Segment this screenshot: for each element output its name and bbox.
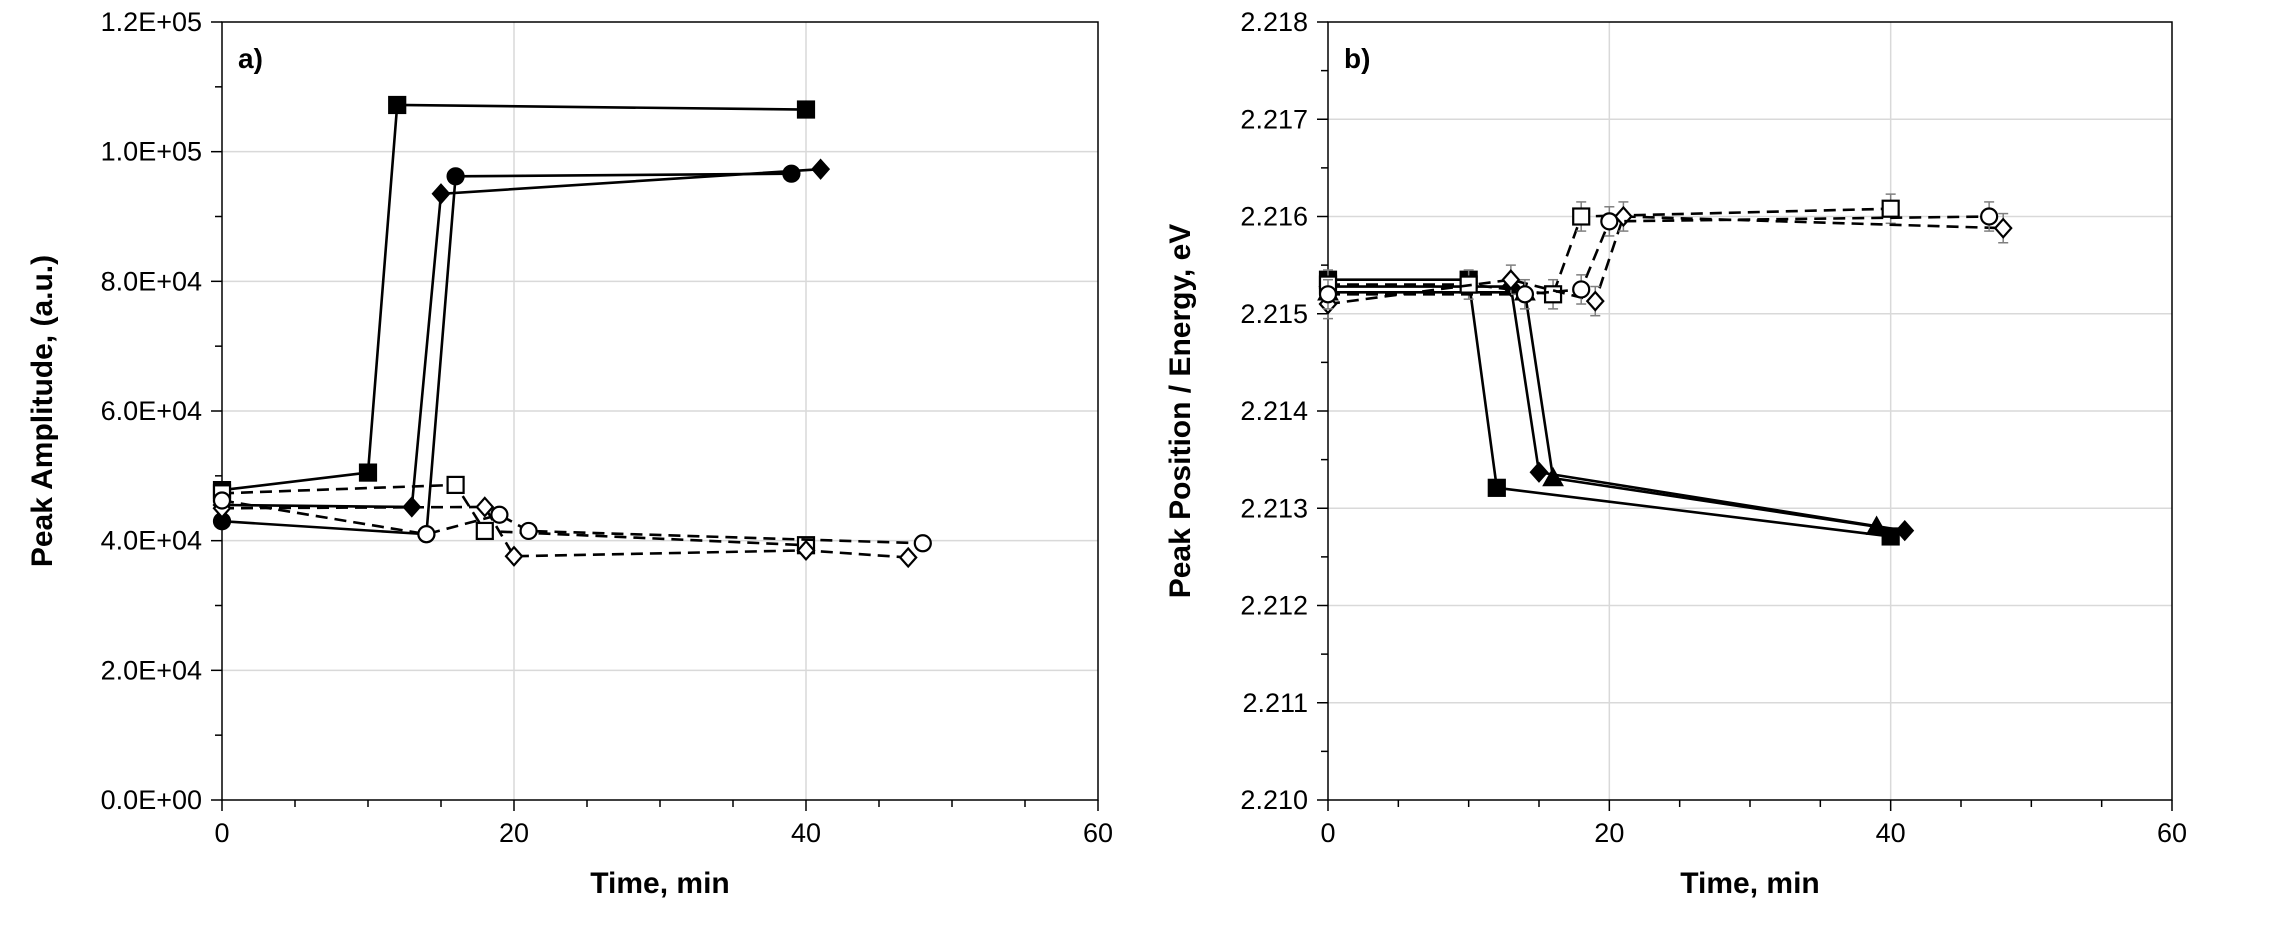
data-point-diamond bbox=[796, 539, 816, 562]
x-tick-label: 60 bbox=[2157, 818, 2187, 848]
data-point-circle bbox=[1572, 280, 1591, 299]
x-axis-title: Time, min bbox=[590, 867, 729, 900]
data-point-circle bbox=[1318, 285, 1338, 304]
data-point-diamond bbox=[402, 496, 422, 518]
x-tick-label: 0 bbox=[214, 818, 229, 848]
x-tick-label: 40 bbox=[791, 818, 821, 848]
y-tick-label: 8.0E+04 bbox=[101, 266, 202, 296]
y-axis-title: Peak Position / Energy, eV bbox=[1164, 224, 1197, 599]
y-tick-label: 2.217 bbox=[1240, 104, 1308, 134]
data-point-circle bbox=[1600, 212, 1619, 231]
series-line bbox=[1328, 285, 1905, 532]
series-line bbox=[1328, 278, 1891, 538]
data-point-square bbox=[1572, 207, 1591, 226]
y-tick-label: 2.210 bbox=[1240, 785, 1308, 815]
data-point-circle bbox=[490, 505, 509, 524]
y-tick-label: 2.211 bbox=[1242, 688, 1308, 718]
panel-b: 0 20 40 60 2.210 2.211 2.212 2.213 2.214 2.215 2.2… bbox=[1164, 7, 2187, 900]
data-point-circle bbox=[782, 164, 801, 183]
x-tick-label: 20 bbox=[1594, 818, 1624, 848]
y-tick-label: 6.0E+04 bbox=[101, 396, 202, 426]
series-line bbox=[221, 499, 923, 545]
data-point-circle bbox=[212, 491, 232, 510]
data-point-square bbox=[1881, 199, 1900, 218]
y-tick-label: 2.218 bbox=[1240, 7, 1308, 37]
data-point-square bbox=[475, 521, 494, 541]
y-axis-title: Peak Amplitude, (a.u.) bbox=[26, 255, 59, 567]
data-point-square bbox=[358, 463, 378, 482]
data-point-diamond bbox=[1529, 461, 1549, 483]
y-tick-label: 1.0E+05 bbox=[101, 137, 202, 167]
data-point-square bbox=[388, 95, 407, 115]
data-point-triangle bbox=[1865, 515, 1888, 535]
series-open-circle bbox=[212, 491, 932, 553]
data-point-circle bbox=[913, 534, 932, 553]
data-point-diamond bbox=[811, 158, 831, 180]
x-tick-label: 40 bbox=[1876, 818, 1906, 848]
series-line bbox=[221, 167, 821, 509]
x-tick-label: 60 bbox=[1083, 818, 1113, 848]
data-point-circle bbox=[417, 525, 436, 544]
data-point-diamond bbox=[504, 545, 524, 567]
panel-label: b) bbox=[1344, 43, 1370, 74]
data-point-circle bbox=[1515, 285, 1535, 304]
series-line bbox=[221, 483, 807, 547]
data-point-diamond bbox=[1501, 269, 1521, 291]
data-point-diamond bbox=[1993, 217, 2013, 239]
data-point-circle bbox=[1980, 207, 1999, 226]
data-point-diamond bbox=[431, 183, 451, 205]
data-point-diamond bbox=[1895, 519, 1915, 542]
series-line bbox=[221, 505, 909, 559]
y-tick-label: 2.213 bbox=[1240, 493, 1308, 523]
panel-label: a) bbox=[238, 43, 263, 74]
data-point-square bbox=[446, 475, 465, 495]
data-point-circle bbox=[446, 167, 465, 186]
x-axis-title: Time, min bbox=[1680, 867, 1819, 900]
data-point-circle bbox=[519, 521, 538, 541]
data-point-diamond bbox=[475, 496, 495, 518]
data-point-square bbox=[796, 100, 816, 119]
y-tick-label: 2.214 bbox=[1240, 396, 1308, 426]
panel-a: 0 20 40 60 0.0E+00 2.0E+04 4.0E+04 6.0E+04 8.0E+… bbox=[26, 7, 1113, 900]
y-tick-label: 2.216 bbox=[1240, 202, 1308, 232]
series-line bbox=[221, 172, 792, 536]
x-tick-label: 0 bbox=[1320, 818, 1335, 848]
series-line bbox=[221, 103, 807, 492]
data-point-diamond bbox=[1585, 290, 1605, 312]
data-point-square bbox=[1487, 478, 1506, 497]
y-tick-label: 4.0E+04 bbox=[101, 526, 202, 556]
data-point-diamond bbox=[898, 546, 918, 569]
series-open-circle bbox=[1318, 201, 1999, 310]
series-line bbox=[1328, 291, 1877, 529]
data-point-triangle bbox=[1542, 466, 1564, 487]
y-tick-label: 2.0E+04 bbox=[101, 655, 202, 685]
y-tick-label: 2.212 bbox=[1240, 591, 1308, 621]
x-tick-label: 20 bbox=[499, 818, 529, 848]
y-tick-label: 2.215 bbox=[1240, 299, 1308, 329]
y-tick-label: 0.0E+00 bbox=[101, 785, 202, 815]
data-point-square bbox=[1543, 285, 1563, 304]
y-tick-label: 1.2E+05 bbox=[101, 7, 202, 37]
